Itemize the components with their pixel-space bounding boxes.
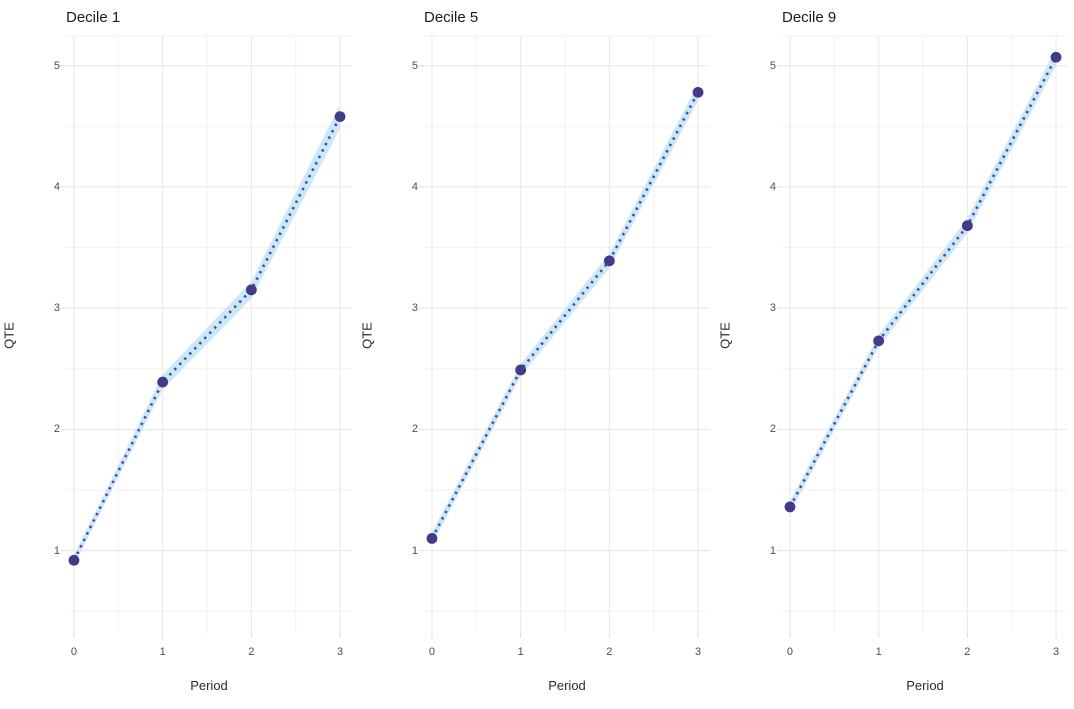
panel-title: Decile 1 xyxy=(66,9,121,26)
y-tick-label: 5 xyxy=(53,59,60,72)
y-tick-label: 2 xyxy=(769,423,776,436)
data-point xyxy=(1050,51,1062,63)
data-point xyxy=(426,533,438,544)
y-tick-label: 2 xyxy=(53,423,60,436)
x-tick-label: 2 xyxy=(606,646,613,658)
estimate-line xyxy=(430,91,700,540)
y-tick-label: 2 xyxy=(411,423,418,436)
y-tick-label: 4 xyxy=(53,180,60,193)
chart-canvas xyxy=(419,35,710,638)
x-tick-label: 0 xyxy=(70,646,78,658)
x-tick-label: 1 xyxy=(517,646,524,658)
y-tick-label: 5 xyxy=(411,59,418,72)
data-point xyxy=(784,501,796,513)
y-tick-label: 1 xyxy=(769,544,776,557)
data-point xyxy=(245,284,257,296)
y-tick-label: 3 xyxy=(53,302,60,315)
y-tick-label: 1 xyxy=(53,544,60,557)
confidence-ribbon xyxy=(431,83,699,545)
x-tick-label: 2 xyxy=(964,646,971,658)
x-tick-label: 3 xyxy=(336,646,344,658)
data-point xyxy=(692,86,704,98)
data-point xyxy=(157,376,169,388)
data-point xyxy=(515,364,527,376)
y-tick-label: 3 xyxy=(769,302,776,315)
confidence-ribbon xyxy=(789,48,1057,513)
data-point xyxy=(873,335,885,347)
x-tick-label: 1 xyxy=(875,646,882,658)
data-point xyxy=(334,111,346,123)
confidence-ribbon xyxy=(73,104,341,566)
x-axis-title: Period xyxy=(190,678,228,693)
y-tick-label: 4 xyxy=(769,180,776,193)
x-tick-label: 3 xyxy=(694,646,702,658)
y-tick-label: 4 xyxy=(411,180,418,193)
data-point xyxy=(68,554,80,566)
y-tick-label: 1 xyxy=(411,544,418,557)
x-axis-title: Period xyxy=(548,678,586,693)
chart-canvas xyxy=(61,35,352,638)
x-tick-label: 2 xyxy=(248,646,255,658)
estimate-line xyxy=(788,56,1058,508)
y-tick-label: 3 xyxy=(411,302,418,315)
x-tick-label: 0 xyxy=(428,646,436,658)
x-axis-title: Period xyxy=(906,678,944,693)
data-point xyxy=(603,255,615,267)
x-tick-label: 1 xyxy=(159,646,166,658)
x-tick-label: 0 xyxy=(786,646,794,658)
panel-title: Decile 5 xyxy=(424,9,479,26)
y-tick-label: 5 xyxy=(769,59,776,72)
chart-canvas xyxy=(777,35,1068,638)
data-point xyxy=(961,220,973,232)
x-tick-label: 3 xyxy=(1052,646,1060,658)
panel-title: Decile 9 xyxy=(782,9,837,26)
